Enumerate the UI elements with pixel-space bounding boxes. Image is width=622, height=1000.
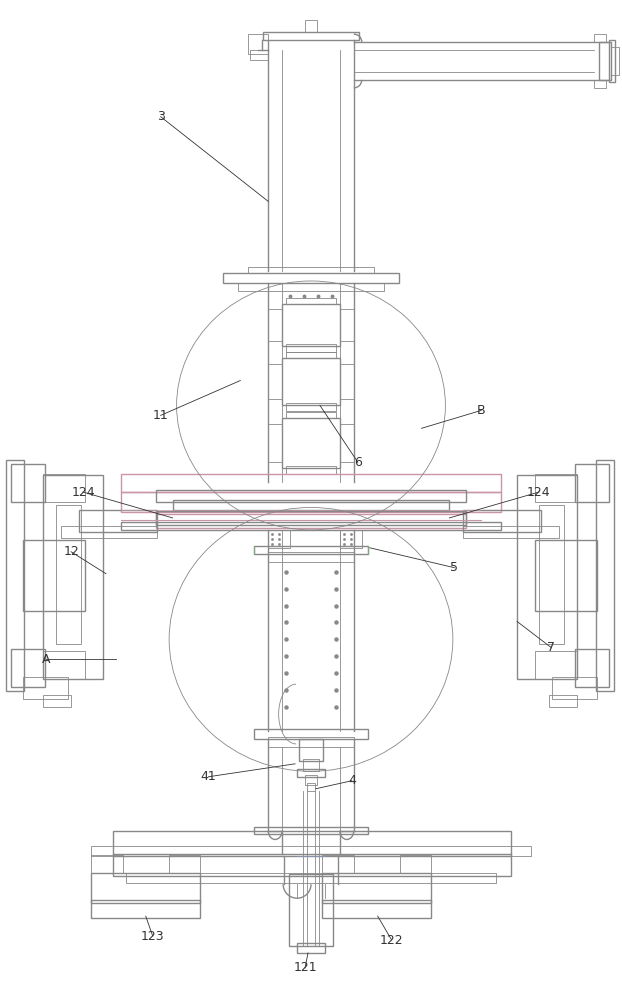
Bar [340,364,354,399]
Bar [297,943,325,953]
Bar [303,759,319,771]
Bar [43,474,85,502]
Bar [299,739,323,761]
Bar [286,403,336,411]
Bar [609,40,615,82]
Bar [286,298,336,304]
Bar [91,846,531,856]
Bar [223,273,399,283]
Bar [282,304,340,346]
Text: 124: 124 [71,486,95,499]
Bar [113,831,511,856]
Bar [254,729,368,739]
Bar [6,460,24,691]
Bar [156,514,466,528]
Text: 122: 122 [380,934,404,947]
Text: 3: 3 [157,110,165,123]
Bar [121,522,501,530]
Bar [156,511,466,525]
Bar [575,464,609,502]
Bar [238,283,384,291]
Text: 41: 41 [200,770,216,783]
Bar [286,466,336,474]
Bar [156,490,466,502]
Bar [254,827,368,834]
Bar [79,510,157,532]
Bar [340,530,362,548]
Bar [517,475,577,679]
Bar [286,412,336,418]
Bar [43,651,85,679]
Bar [340,309,354,341]
Bar [250,50,268,60]
Bar [575,649,609,687]
Bar [61,526,157,538]
Text: 12: 12 [63,545,79,558]
Bar [43,475,103,679]
Bar [268,737,354,747]
Bar [126,873,496,883]
Bar [399,855,432,873]
Bar [113,854,511,876]
Bar [268,309,282,341]
Bar [535,540,596,611]
Bar [535,474,577,502]
Bar [173,500,449,510]
Bar [268,552,354,562]
Text: 124: 124 [527,486,551,499]
Bar [322,855,354,873]
Text: 6: 6 [354,456,362,469]
Bar [23,540,85,611]
Bar [91,855,123,873]
Bar [43,695,71,707]
Bar [599,42,611,80]
Bar [11,649,45,687]
Bar [322,873,432,903]
Bar [254,546,368,554]
Bar [91,873,200,903]
Text: 5: 5 [450,561,458,574]
Bar [121,474,501,492]
Text: B: B [477,404,486,417]
Bar [282,358,340,405]
Bar [307,783,315,791]
Bar [91,900,200,918]
Text: 11: 11 [153,409,169,422]
Bar [594,80,606,88]
Bar [268,530,290,548]
Bar [596,460,614,691]
Bar [286,344,336,352]
Bar [535,651,577,679]
Bar [286,352,336,358]
Bar [539,505,564,644]
Bar [248,34,268,54]
Bar [611,47,619,75]
Text: 121: 121 [293,961,317,974]
Bar [248,267,374,273]
Text: A: A [42,653,50,666]
Bar [23,677,68,699]
Bar [305,775,317,785]
Bar [305,20,317,32]
Bar [121,492,501,512]
Bar [56,505,81,644]
Bar [463,526,559,538]
Bar [322,900,432,918]
Bar [169,855,200,873]
Text: 7: 7 [547,641,555,654]
Bar [263,32,359,40]
Bar [552,677,596,699]
Text: 4: 4 [348,774,356,787]
Text: 123: 123 [141,930,165,943]
Bar [297,769,325,777]
Bar [463,510,541,532]
Bar [549,695,577,707]
Bar [594,34,606,42]
Bar [268,364,282,399]
Bar [340,424,354,462]
Bar [282,418,340,468]
Bar [11,464,45,502]
Bar [289,874,333,946]
Bar [268,424,282,462]
